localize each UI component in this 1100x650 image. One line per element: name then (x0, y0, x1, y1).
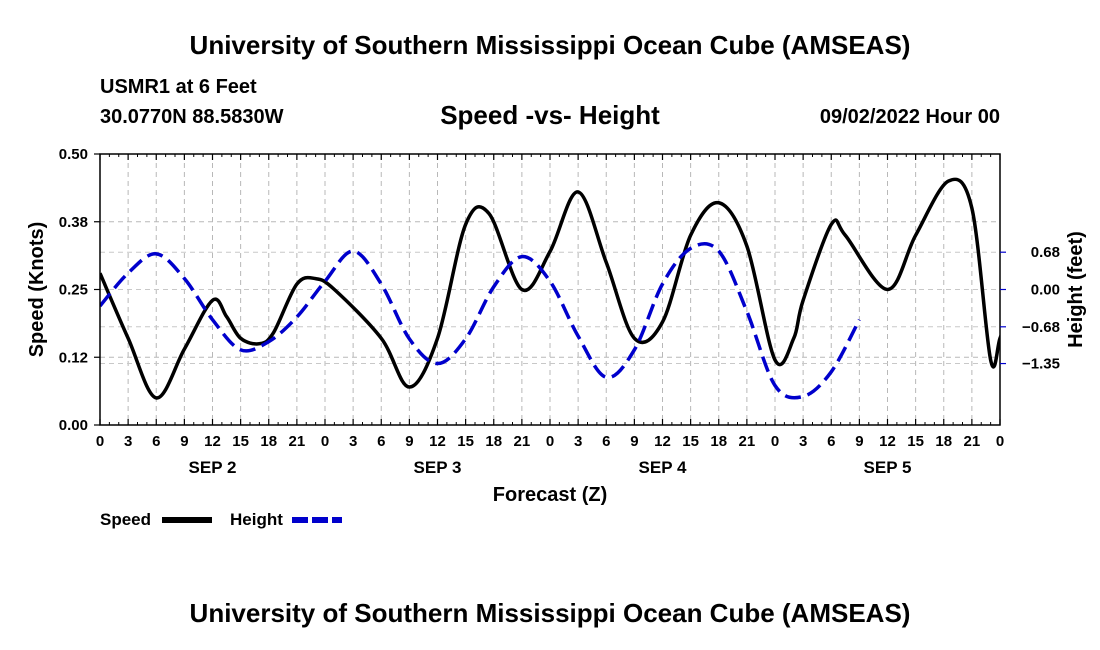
x-tick-label: 15 (682, 433, 699, 450)
x-tick-label: 18 (935, 433, 952, 450)
x-tick-label: 15 (457, 433, 474, 450)
x-tick-label: 3 (574, 433, 582, 450)
day-label: SEP 3 (414, 458, 462, 477)
x-tick-label: 6 (377, 433, 385, 450)
x-tick-label: 21 (739, 433, 756, 450)
x-tick-label: 15 (907, 433, 924, 450)
y-right-axis-title: Height (feet) (1065, 231, 1087, 348)
x-tick-label: 3 (799, 433, 807, 450)
x-tick-label: 9 (630, 433, 638, 450)
station-label: USMR1 at 6 Feet (100, 76, 257, 98)
x-tick-label: 9 (855, 433, 863, 450)
x-tick-label: 6 (152, 433, 160, 450)
y-right-tick-label: 0.00 (1031, 282, 1060, 299)
x-tick-label: 18 (710, 433, 727, 450)
station-coordinates: 30.0770N 88.5830W (100, 106, 284, 128)
x-tick-label: 21 (289, 433, 306, 450)
chart-subtitle: Speed -vs- Height (440, 100, 660, 130)
y-right-tick-label: 0.68 (1031, 244, 1060, 261)
series-line-speed (100, 177, 1000, 400)
x-tick-label: 0 (771, 433, 779, 450)
y-left-tick-label: 0.38 (59, 214, 88, 231)
x-tick-label: 18 (485, 433, 502, 450)
x-tick-label: 15 (232, 433, 249, 450)
day-label: SEP 2 (189, 458, 237, 477)
day-label: SEP 5 (864, 458, 912, 477)
y-right-tick-label: −0.68 (1022, 319, 1060, 336)
x-tick-label: 9 (180, 433, 188, 450)
x-tick-label: 0 (321, 433, 329, 450)
x-tick-label: 3 (349, 433, 357, 450)
x-tick-label: 18 (260, 433, 277, 450)
x-tick-label: 12 (204, 433, 221, 450)
x-tick-label: 6 (602, 433, 610, 450)
page-title: University of Southern Mississippi Ocean… (189, 30, 911, 60)
legend-label-speed: Speed (100, 510, 151, 529)
x-tick-label: 3 (124, 433, 132, 450)
y-left-tick-label: 0.00 (59, 417, 88, 434)
y-left-tick-label: 0.25 (59, 282, 88, 299)
y-left-axis-title: Speed (Knots) (26, 222, 48, 358)
x-tick-label: 6 (827, 433, 835, 450)
x-tick-label: 0 (96, 433, 104, 450)
day-label: SEP 4 (639, 458, 687, 477)
footer-title: University of Southern Mississippi Ocean… (189, 598, 911, 628)
x-tick-label: 21 (964, 433, 981, 450)
x-axis-title: Forecast (Z) (493, 484, 607, 506)
x-tick-label: 12 (429, 433, 446, 450)
series-line-height (100, 241, 861, 400)
x-tick-label: 9 (405, 433, 413, 450)
x-tick-label: 12 (654, 433, 671, 450)
x-tick-label: 21 (514, 433, 531, 450)
speed-height-chart: 0 3 6 9 12 15 18 21 0 3 6 9 12 15 18 21 0 3 6 9 12 15 18 21 0 3 6 9… (26, 146, 1087, 529)
legend-label-height: Height (230, 510, 283, 529)
y-right-tick-label: −1.35 (1022, 356, 1060, 373)
x-tick-label: 0 (546, 433, 554, 450)
x-tick-label: 12 (879, 433, 896, 450)
y-left-tick-label: 0.12 (59, 349, 88, 366)
forecast-date: 09/02/2022 Hour 00 (819, 106, 1000, 128)
y-left-tick-label: 0.50 (59, 146, 88, 163)
x-tick-label: 0 (996, 433, 1004, 450)
